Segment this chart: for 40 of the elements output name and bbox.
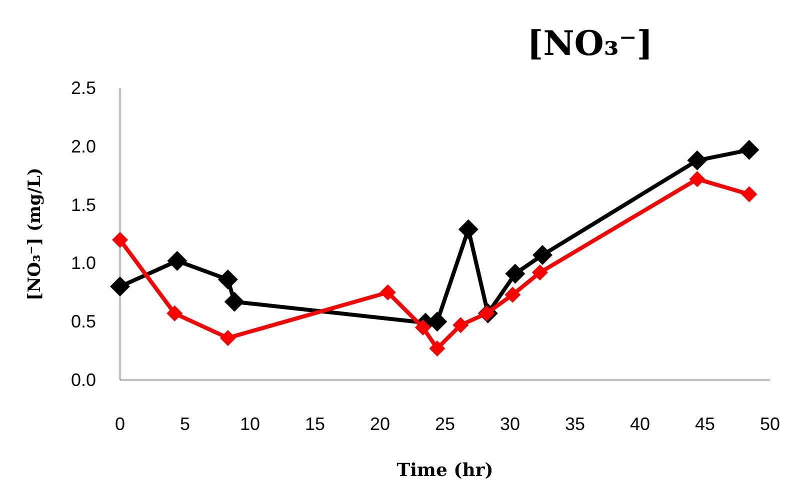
x-tick-label: 15 [304,414,326,434]
x-tick-label: 50 [760,414,780,434]
point [166,305,183,322]
point [687,150,708,170]
point [167,250,188,271]
y-tick-label: 2.0 [70,136,96,156]
y-tick-label: 1.0 [70,253,96,274]
chart-title: [NO₃⁻] [527,24,653,64]
x-tick-label: 20 [370,414,390,434]
point [505,264,526,284]
point [532,245,552,266]
point [739,140,760,160]
point [224,292,244,312]
point [218,270,238,290]
x-tick-label: 5 [180,414,190,434]
point [380,284,396,300]
point [110,276,130,297]
x-tick-label: 25 [434,414,456,434]
x-tick-label: 40 [630,414,650,434]
point [452,317,469,334]
x-axis-title: Time (hr) [396,460,494,481]
x-tick-label: 10 [240,414,260,434]
point [532,264,548,281]
point [414,319,431,336]
y-tick-label: 0.5 [70,312,96,332]
y-axis-title: [NO₃⁻] (mg/L) [25,168,45,300]
point [112,232,128,248]
y-tick-label: 0.0 [70,370,96,390]
point [741,186,758,202]
x-tick-label: 35 [564,414,586,434]
point [220,330,236,346]
point [689,171,706,188]
x-tick-label: 30 [500,414,520,434]
x-tick-label: 0 [114,414,126,434]
point [458,219,478,240]
point [504,286,521,303]
y-tick-label: 1.5 [70,194,96,215]
point [429,340,446,356]
y-tick-label: 2.5 [70,78,96,98]
x-tick-label: 45 [694,414,716,434]
